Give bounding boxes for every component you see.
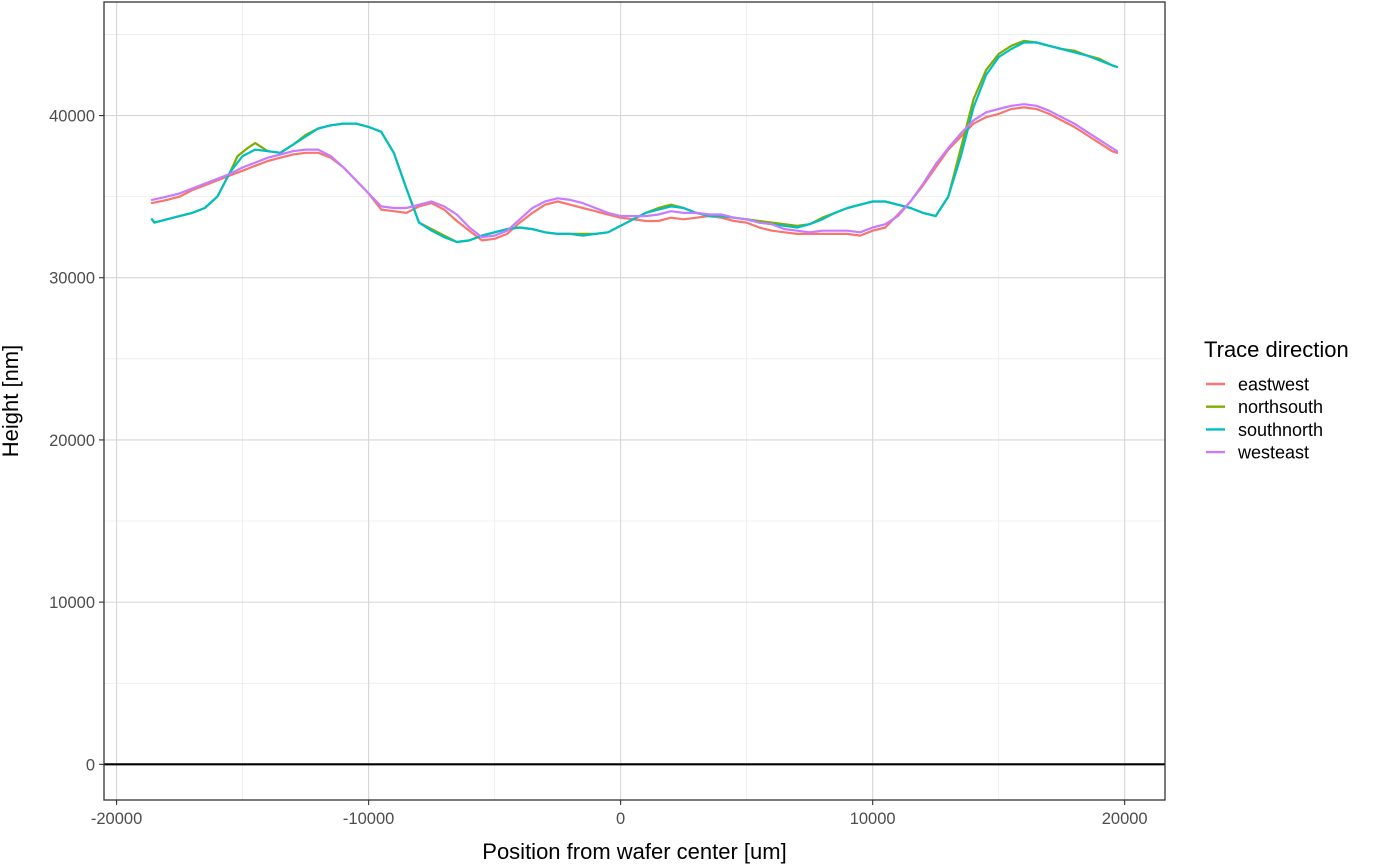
x-tick-label: -20000 — [91, 810, 142, 828]
grid-major — [104, 2, 1165, 800]
x-tick-label: 10000 — [850, 810, 896, 828]
x-axis: -20000 -10000 0 10000 20000 — [91, 800, 1148, 828]
y-axis: 0 10000 20000 30000 40000 — [49, 108, 104, 774]
y-axis-title: Height [nm] — [0, 345, 23, 458]
legend-label-eastwest: eastwest — [1238, 375, 1309, 395]
legend-label-westeast: westeast — [1237, 443, 1309, 463]
legend-title: Trace direction — [1204, 337, 1349, 362]
y-tick-label: 0 — [86, 756, 95, 774]
x-tick-label: -10000 — [343, 810, 394, 828]
y-tick-label: 30000 — [49, 270, 95, 288]
series-line-southnorth — [150, 41, 1119, 244]
legend-label-southnorth: southnorth — [1238, 420, 1323, 440]
series-line-westeast — [150, 103, 1119, 239]
series-lines — [150, 39, 1119, 244]
y-tick-label: 40000 — [49, 108, 95, 126]
series-line-eastwest — [150, 106, 1119, 242]
legend-label-northsouth: northsouth — [1238, 397, 1323, 417]
x-axis-title: Position from wafer center [um] — [482, 839, 786, 864]
x-tick-label: 0 — [616, 810, 625, 828]
x-tick-label: 20000 — [1102, 810, 1148, 828]
y-tick-label: 20000 — [49, 432, 95, 450]
panel-border — [103, 1, 1166, 801]
y-tick-label: 10000 — [49, 594, 95, 612]
grid-minor — [104, 2, 1165, 800]
